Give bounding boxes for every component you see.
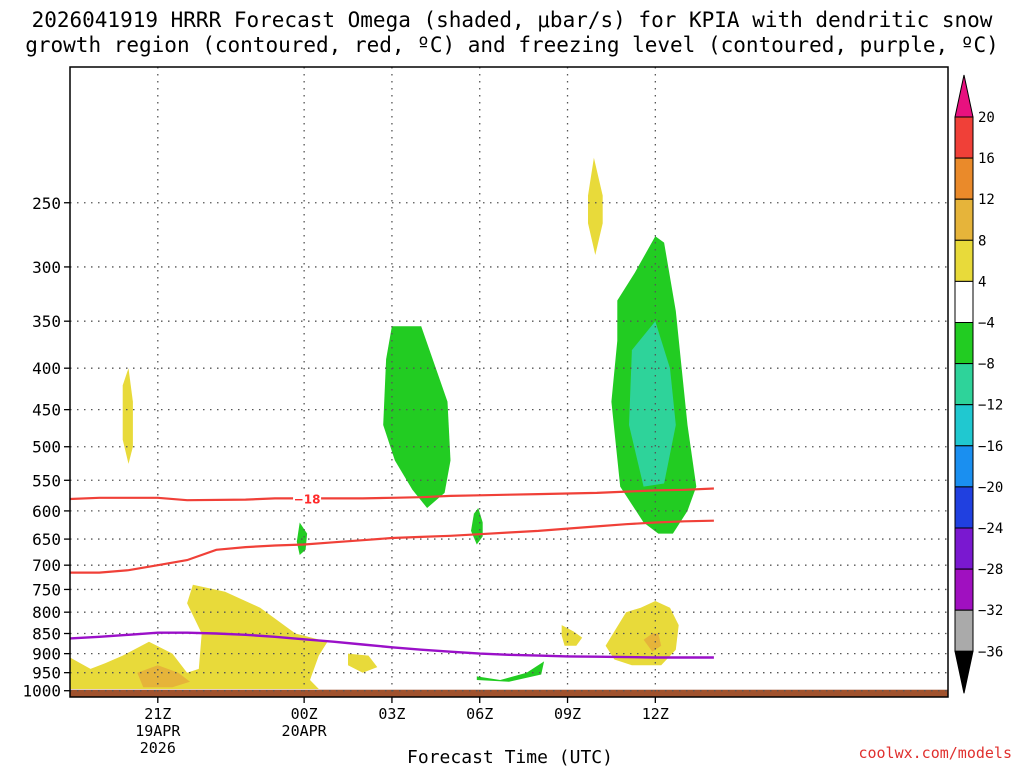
weak-ascent-4 [561, 625, 583, 646]
xtick-label: 19APR [135, 722, 181, 740]
colorbar-label: 16 [978, 151, 995, 167]
xtick-label: 00Z [291, 705, 318, 723]
xtick-label: 2026 [140, 739, 176, 757]
colorbar-bin--4-4 [954, 280, 974, 323]
contour-label: −18 [294, 492, 321, 506]
chart-title-line-2: growth region (contoured, red, ºC) and f… [25, 33, 999, 57]
xtick-label: 09Z [554, 705, 581, 723]
descent-6 [629, 321, 676, 487]
colorbar-label: −8 [978, 357, 995, 373]
ytick-label-1000: 1000 [22, 682, 61, 701]
xtick-label: 20APR [282, 722, 328, 740]
colorbar-label: 8 [978, 233, 986, 249]
colorbar-bin--12--8 [954, 363, 974, 406]
dgz-lower [70, 519, 714, 574]
ytick-label-800: 800 [32, 603, 61, 622]
credit-text: coolwx.com/models [858, 744, 1012, 762]
chart-title-line-1: 2026041919 HRRR Forecast Omega (shaded, … [32, 8, 993, 32]
colorbar-label: −32 [978, 603, 1003, 619]
colorbar-bin-8-12 [954, 198, 974, 241]
plot-frame [69, 66, 949, 698]
ytick-label-500: 500 [32, 438, 61, 457]
ytick-label-750: 750 [32, 580, 61, 599]
dgz-upper [70, 487, 714, 502]
colorbar-label: −24 [978, 521, 1003, 537]
upward-motion-2 [588, 157, 603, 255]
terrain-ground [70, 689, 948, 697]
colorbar-bottom-arrow [954, 650, 974, 694]
colorbar-bin--28--24 [954, 527, 974, 570]
colorbar-bin-12-16 [954, 157, 974, 200]
ytick-label-700: 700 [32, 556, 61, 575]
colorbar-label: 20 [978, 110, 995, 126]
xtick-label: 06Z [466, 705, 493, 723]
ytick-label-450: 450 [32, 401, 61, 420]
ytick-label-300: 300 [32, 258, 61, 277]
colorbar-top-arrow [954, 74, 974, 118]
ytick-label-350: 350 [32, 312, 61, 331]
weak-ascent-5 [605, 601, 679, 666]
colorbar-label: −12 [978, 398, 1003, 414]
xtick-label: 03Z [378, 705, 405, 723]
colorbar-bin-16-20 [954, 116, 974, 159]
colorbar-label: 12 [978, 192, 995, 208]
descent-1 [383, 326, 451, 508]
colorbar-bin--24--20 [954, 486, 974, 529]
plot-contents: −18 [70, 67, 948, 697]
ytick-label-900: 900 [32, 645, 61, 664]
contour-label-bg [293, 490, 322, 506]
ytick-label-600: 600 [32, 502, 61, 521]
colorbar-label: 4 [978, 274, 986, 290]
colorbar-bin--20--16 [954, 445, 974, 488]
gridlines [70, 67, 948, 697]
colorbar-label: −4 [978, 316, 995, 332]
xtick-label: 12Z [642, 705, 669, 723]
ytick-label-950: 950 [32, 664, 61, 683]
ytick-label-650: 650 [32, 530, 61, 549]
descent-4 [476, 661, 545, 682]
colorbar: 20 16 12 8 4 −4 −8 −12 −16 −20 −24 −28 −32 −36 [954, 74, 1003, 694]
colorbar-label: −28 [978, 562, 1003, 578]
colorbar-bin--16--12 [954, 404, 974, 447]
x-axis-label: Forecast Time (UTC) [407, 747, 613, 768]
colorbar-bin--32--28 [954, 568, 974, 611]
weak-ascent-3 [348, 653, 378, 673]
colorbar-bin--8--4 [954, 322, 974, 365]
plot-area: −18 250 300 350 400 450 500 550 600 650 700 750 800 8… [22, 66, 949, 757]
freezing-level [70, 631, 714, 659]
upward-motion-1 [122, 368, 133, 464]
colorbar-bin--36--32 [954, 609, 974, 652]
colorbar-label: −20 [978, 480, 1003, 496]
weak-ascent-1 [70, 584, 328, 689]
weak-ascent-2 [137, 665, 190, 688]
ytick-label-850: 850 [32, 625, 61, 644]
colorbar-label: −16 [978, 439, 1003, 455]
weak-ascent-6 [643, 633, 662, 652]
ytick-label-400: 400 [32, 359, 61, 378]
colorbar-bin-4-8 [954, 239, 974, 282]
colorbar-label: −36 [978, 644, 1003, 660]
ytick-label-250: 250 [32, 194, 61, 213]
xtick-label: 21Z [144, 705, 171, 723]
ytick-label-550: 550 [32, 471, 61, 490]
